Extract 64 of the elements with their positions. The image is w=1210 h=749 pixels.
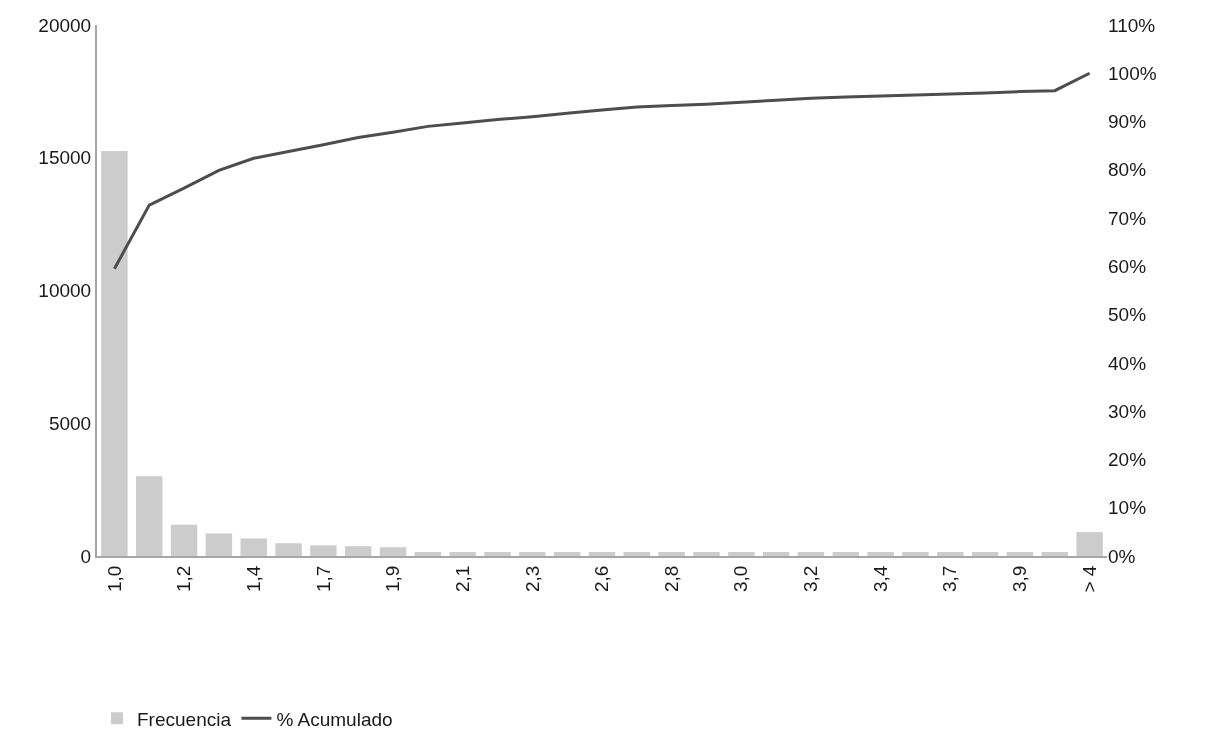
- y2-tick-label: 80%: [1108, 159, 1147, 181]
- bar: [832, 552, 860, 556]
- y2-tick-label: 30%: [1108, 400, 1147, 422]
- bar: [797, 552, 825, 556]
- x-tick-label: 1,0: [103, 565, 125, 593]
- y2-tick-label: 110%: [1108, 14, 1156, 36]
- y2-tick-label: 0%: [1108, 545, 1136, 567]
- x-tick-label: 3,0: [730, 565, 752, 593]
- bar: [902, 552, 929, 556]
- x-tick-label: 2,6: [591, 565, 613, 593]
- bar: [275, 543, 302, 556]
- bar: [971, 552, 999, 556]
- x-tick-label: 3,2: [800, 565, 822, 593]
- bar: [240, 538, 267, 556]
- x-tick-label: 3,9: [1009, 565, 1031, 593]
- x-tick-label: 3,7: [939, 565, 961, 593]
- y2-tick-label: 10%: [1108, 497, 1147, 519]
- x-tick-label: 2,3: [521, 565, 543, 593]
- legend-label: Frecuencia: [137, 708, 232, 730]
- bar: [519, 552, 546, 556]
- bar: [937, 552, 964, 556]
- bar: [1041, 552, 1068, 556]
- x-tick-label: 1,4: [242, 565, 264, 593]
- y2-tick-label: 20%: [1108, 449, 1147, 471]
- bar: [1006, 552, 1034, 556]
- x-tick-label: 1,7: [312, 565, 334, 593]
- y-tick-label: 10000: [38, 280, 92, 302]
- y2-tick-label: 60%: [1108, 256, 1147, 278]
- bar: [344, 546, 372, 556]
- y2-tick-label: 40%: [1108, 352, 1147, 374]
- bar: [588, 552, 616, 556]
- bar: [623, 552, 651, 556]
- bar: [1076, 532, 1103, 556]
- bar: [379, 547, 407, 556]
- bar: [449, 552, 476, 556]
- bar: [205, 533, 233, 556]
- y2-tick-label: 90%: [1108, 111, 1147, 133]
- bar: [414, 552, 442, 556]
- x-tick-label: 1,9: [382, 565, 404, 593]
- y-tick-label: 0: [80, 545, 92, 567]
- bar: [658, 552, 685, 556]
- y2-tick-label: 100%: [1108, 62, 1157, 84]
- bar: [484, 552, 511, 556]
- legend-label: % Acumulado: [276, 708, 393, 730]
- y-tick-label: 15000: [38, 147, 92, 169]
- line-series: [112, 71, 1092, 271]
- y2-tick-label: 70%: [1108, 207, 1147, 229]
- bar: [170, 524, 198, 556]
- bar: [762, 552, 790, 556]
- bar: [553, 552, 581, 556]
- x-tick-label: 1,2: [173, 565, 195, 593]
- bar: [136, 476, 163, 556]
- bar: [693, 552, 720, 556]
- x-tick-label: 3,4: [869, 565, 891, 593]
- bar: [728, 552, 755, 556]
- y-tick-label: 20000: [38, 14, 92, 36]
- y2-tick-label: 50%: [1108, 304, 1147, 326]
- x-tick-label: 2,8: [660, 565, 682, 593]
- x-tick-label: > 4: [1078, 565, 1100, 593]
- bar: [867, 552, 894, 556]
- x-tick-label: 2,1: [451, 565, 473, 593]
- bar: [310, 545, 337, 556]
- bar: [101, 151, 128, 556]
- y-tick-label: 5000: [48, 412, 92, 434]
